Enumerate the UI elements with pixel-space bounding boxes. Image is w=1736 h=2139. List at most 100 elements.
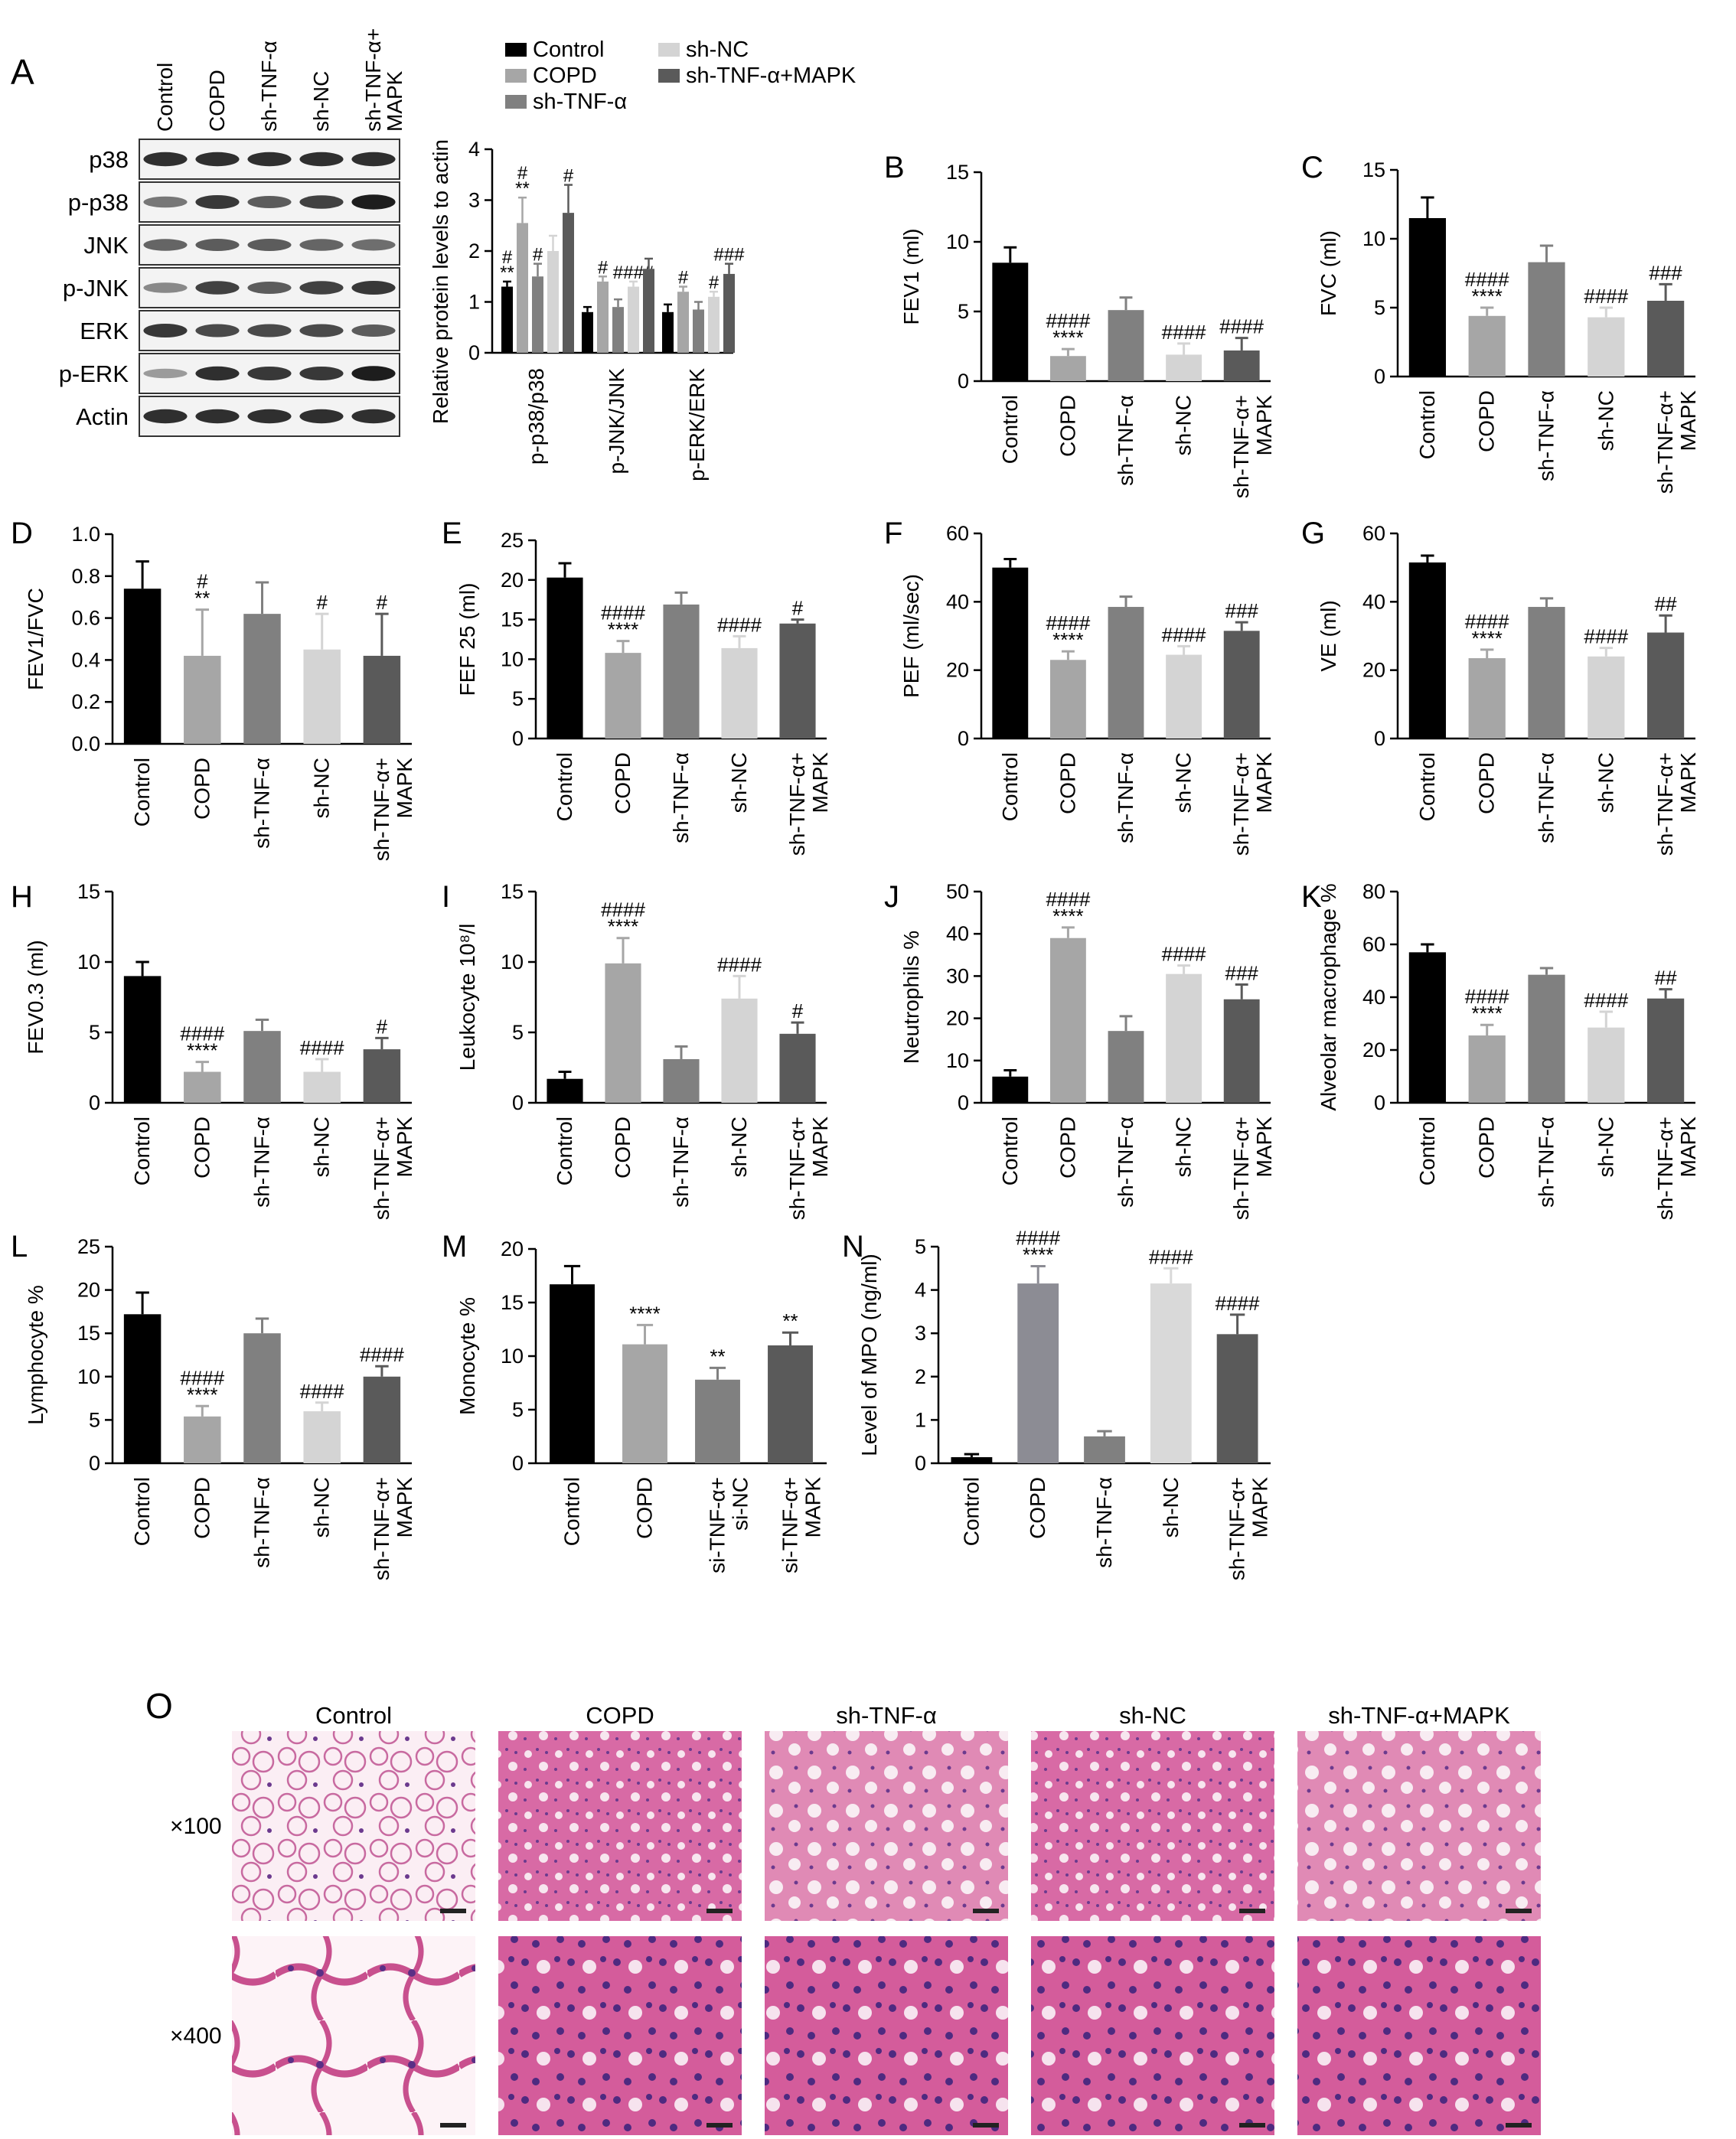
bar-0 xyxy=(951,1457,993,1463)
scale-bar xyxy=(1506,1909,1532,1913)
bar-1 xyxy=(184,1071,221,1103)
y-axis-title: Lymphocyte % xyxy=(24,1285,47,1425)
y-tick-label: 5 xyxy=(512,687,524,710)
legend-label: COPD xyxy=(533,64,597,88)
significance-label: **** xyxy=(1471,1002,1502,1025)
x-category-label: sh-TNF-α xyxy=(1092,1477,1116,1568)
x-category-label: sh-TNF-α+ xyxy=(1653,390,1677,494)
magnification-label: ×100 xyxy=(170,1814,222,1839)
blot-band xyxy=(247,282,292,294)
bar-2 xyxy=(1528,262,1565,377)
blot-band xyxy=(351,281,396,295)
y-tick-label: 15 xyxy=(77,1322,100,1345)
y-axis-title: Neutrophils % xyxy=(899,931,923,1064)
blot-band xyxy=(351,324,396,337)
bar-3 xyxy=(721,647,758,739)
bar-1 xyxy=(1468,315,1506,377)
y-tick-label: 40 xyxy=(1362,590,1385,613)
histology-image xyxy=(232,1731,475,1921)
legend-swatch xyxy=(505,43,527,57)
y-axis-title: Leukocyte 10⁸/l xyxy=(455,924,479,1071)
bar-3 xyxy=(1588,656,1625,739)
scale-bar xyxy=(706,1909,733,1913)
histology-image xyxy=(1297,1936,1541,2135)
chart-M: M 0 5 10 15 20 Monocyte % Control **** COPD ** si-T… xyxy=(442,1230,827,1573)
bar xyxy=(643,269,654,353)
x-category-label: Control xyxy=(959,1477,983,1546)
bar-3 xyxy=(303,1071,341,1103)
y-tick-label: 1 xyxy=(468,291,480,314)
x-category-label: MAPK xyxy=(393,1477,416,1538)
x-category-label: MAPK xyxy=(1252,1117,1276,1178)
x-category-label: COPD xyxy=(1026,1477,1049,1539)
significance-label: **** xyxy=(1471,627,1502,650)
significance-label: #### xyxy=(1584,625,1628,648)
x-category-label: sh-NC xyxy=(1172,752,1196,813)
blot-band xyxy=(143,324,188,337)
bar-3 xyxy=(1166,654,1202,739)
y-tick-label: 3 xyxy=(468,189,480,212)
significance-label: **** xyxy=(608,915,638,938)
x-category-label: COPD xyxy=(611,752,635,814)
bar-3 xyxy=(1166,973,1202,1103)
scale-bar xyxy=(440,2123,466,2128)
y-tick-label: 60 xyxy=(946,522,969,545)
y-tick-label: 40 xyxy=(946,590,969,613)
blot-band xyxy=(351,239,396,251)
blot-band xyxy=(195,152,240,167)
significance-label: # xyxy=(709,272,720,293)
x-category-label: Control xyxy=(998,752,1022,821)
significance-label: #### xyxy=(1584,285,1628,308)
bar-4 xyxy=(363,655,401,744)
panel-label-D: D xyxy=(11,517,33,550)
x-category-label: sh-TNF-α xyxy=(1114,752,1137,843)
x-category-label: COPD xyxy=(190,1477,214,1539)
bar-3 xyxy=(768,1345,813,1463)
x-category-label: Control xyxy=(553,1117,576,1185)
panel-label-F: F xyxy=(884,517,902,550)
x-category-label: sh-TNF-α xyxy=(1114,395,1137,486)
y-tick-label: 20 xyxy=(946,659,969,682)
bar-2 xyxy=(1108,1031,1144,1103)
x-category-label: COPD xyxy=(633,1477,657,1539)
bar-2 xyxy=(663,1058,700,1103)
x-category-label: sh-TNF-α xyxy=(1114,1117,1137,1208)
y-tick-label: 1.0 xyxy=(71,523,100,546)
blot-band xyxy=(143,368,188,379)
significance-label: #### xyxy=(1216,1292,1260,1315)
significance-label: #### xyxy=(1162,321,1206,344)
y-tick-label: 5 xyxy=(915,1235,926,1258)
blot-band xyxy=(143,282,188,293)
significance-label: #### xyxy=(1465,985,1509,1008)
bar-4 xyxy=(363,1049,401,1103)
x-category-label: COPD xyxy=(1475,390,1499,452)
x-category-label: sh-TNF-α+ xyxy=(370,1477,393,1580)
y-tick-label: 25 xyxy=(77,1235,100,1258)
bar-1 xyxy=(1468,658,1506,739)
scale-bar xyxy=(973,1909,999,1913)
x-category-label: COPD xyxy=(1056,1117,1079,1179)
y-tick-label: 5 xyxy=(89,1021,100,1044)
x-category-label: sh-TNF-α xyxy=(1535,752,1558,843)
x-category-label: MAPK xyxy=(1248,1477,1272,1538)
bar-2 xyxy=(1084,1436,1125,1463)
x-category-label: sh-NC xyxy=(1594,752,1617,813)
x-category-label: si-TNF-α+ xyxy=(778,1477,802,1573)
y-axis-title: PEF (ml/sec) xyxy=(899,574,923,698)
scale-bar xyxy=(706,2123,733,2128)
y-tick-label: 0 xyxy=(915,1452,926,1475)
significance-label: #### xyxy=(1046,888,1090,911)
y-tick-label: 0 xyxy=(89,1091,100,1114)
significance-label: #### xyxy=(1162,623,1206,646)
x-category-label: sh-NC xyxy=(1594,390,1617,451)
blot-row-label: ERK xyxy=(80,318,129,344)
legend-label: sh-NC xyxy=(686,37,749,62)
bar-1 xyxy=(1049,937,1086,1103)
blot-band xyxy=(195,409,240,424)
significance-label: **** xyxy=(1052,326,1083,349)
bar-3 xyxy=(721,998,758,1103)
y-tick-label: 4 xyxy=(468,138,480,161)
y-axis-title: FEV1/FVC xyxy=(24,588,47,690)
